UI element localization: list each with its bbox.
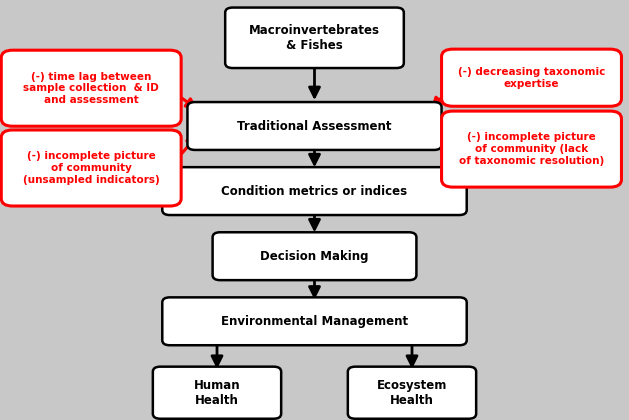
Text: (-) decreasing taxonomic
expertise: (-) decreasing taxonomic expertise bbox=[458, 67, 605, 89]
Text: (-) time lag between
sample collection  & ID
and assessment: (-) time lag between sample collection &… bbox=[23, 71, 159, 105]
FancyBboxPatch shape bbox=[153, 367, 281, 419]
Text: Environmental Management: Environmental Management bbox=[221, 315, 408, 328]
Text: (-) incomplete picture
of community (lack
of taxonomic resolution): (-) incomplete picture of community (lac… bbox=[459, 132, 604, 166]
FancyBboxPatch shape bbox=[442, 111, 621, 187]
FancyBboxPatch shape bbox=[1, 50, 181, 126]
FancyBboxPatch shape bbox=[213, 232, 416, 280]
FancyBboxPatch shape bbox=[442, 49, 621, 106]
FancyBboxPatch shape bbox=[225, 8, 404, 68]
Text: Decision Making: Decision Making bbox=[260, 250, 369, 262]
Text: Human
Health: Human Health bbox=[194, 379, 240, 407]
FancyBboxPatch shape bbox=[1, 130, 181, 206]
Text: Ecosystem
Health: Ecosystem Health bbox=[377, 379, 447, 407]
FancyBboxPatch shape bbox=[162, 167, 467, 215]
Text: (-) incomplete picture
of community
(unsampled indicators): (-) incomplete picture of community (uns… bbox=[23, 151, 160, 185]
Text: Condition metrics or indices: Condition metrics or indices bbox=[221, 185, 408, 197]
Text: Traditional Assessment: Traditional Assessment bbox=[237, 120, 392, 132]
FancyBboxPatch shape bbox=[348, 367, 476, 419]
FancyBboxPatch shape bbox=[187, 102, 442, 150]
FancyBboxPatch shape bbox=[162, 297, 467, 345]
Text: Macroinvertebrates
& Fishes: Macroinvertebrates & Fishes bbox=[249, 24, 380, 52]
